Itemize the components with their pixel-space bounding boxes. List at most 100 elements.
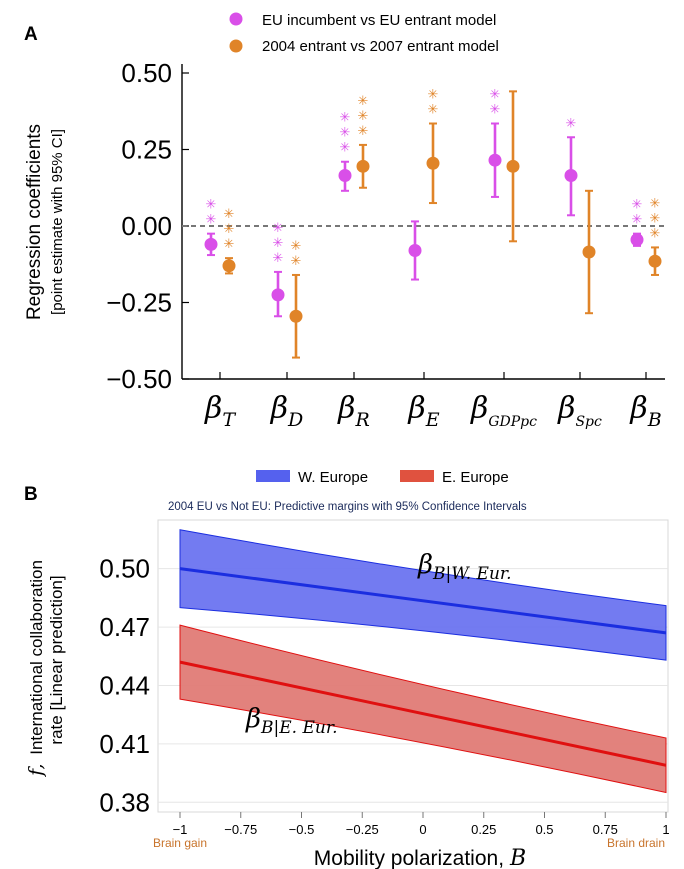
panel-b-ytick-label: 0.44 <box>99 670 150 700</box>
panel-a-significance-star: ✳ <box>224 207 235 222</box>
panel-a-significance-star: ✳ <box>273 236 284 251</box>
panel-a-ylabel-line2: [point estimate with 95% CI] <box>49 129 66 315</box>
panel-a-xtick-subscript: D <box>287 409 303 431</box>
panel-b-ylabel-line2: rate [Linear prediction] <box>47 575 66 744</box>
panel-a-ytick-label: 0.25 <box>121 135 172 165</box>
panel-b: B W. Europe E. Europe 2004 EU vs Not EU:… <box>24 469 670 869</box>
panel-a-significance-star: ✳ <box>206 213 217 228</box>
panel-a-point-orange <box>506 90 520 243</box>
panel-a-xtick-subscript: Spc <box>575 414 602 430</box>
panel-b-subtitle: 2004 EU vs Not EU: Predictive margins wi… <box>168 501 527 513</box>
panel-b-ylabel-symbol: f, <box>25 764 47 778</box>
panel-a-legend: EU incumbent vs EU entrant model 2004 en… <box>229 12 499 55</box>
panel-a-xtick-subscript: E <box>425 409 440 431</box>
panel-a: A EU incumbent vs EU entrant model 2004 … <box>24 12 665 431</box>
panel-a-significance-star: ✳ <box>632 213 643 228</box>
panel-a-point-magenta: ✳✳ <box>630 198 644 247</box>
panel-a-significance-star: ✳ <box>650 211 661 226</box>
panel-a-significance-star: ✳ <box>428 87 439 102</box>
panel-b-xtick-label: −0.25 <box>346 822 379 837</box>
panel-a-point-estimate <box>488 153 502 167</box>
legend-label-w-europe: W. Europe <box>298 469 368 486</box>
panel-b-ytick-label: 0.41 <box>99 729 150 759</box>
panel-a-point-magenta <box>408 220 422 281</box>
panel-b-ytick-label: 0.50 <box>99 554 150 584</box>
legend-marker-eu-incumbent <box>229 12 243 26</box>
panel-b-xlabel: Mobility polarization, B <box>314 846 526 869</box>
panel-b-xtick-label: 1 <box>662 822 669 837</box>
panel-a-significance-star: ✳ <box>566 116 577 131</box>
panel-a-point-estimate <box>630 233 644 247</box>
panel-a-significance-star: ✳ <box>224 237 235 252</box>
panel-a-xtick-beta: β <box>204 391 222 426</box>
panel-b-xtick-label: 0 <box>419 822 426 837</box>
panel-b-annotation-subscript: B|W. Eur. <box>432 564 512 584</box>
panel-a-significance-star: ✳ <box>490 102 501 117</box>
panel-a-xtick-subscript: GDPpc <box>488 414 537 430</box>
panel-a-ytick-label: 0.50 <box>121 58 172 88</box>
panel-a-significance-star: ✳ <box>428 102 439 117</box>
panel-b-ci-band-blue <box>179 529 667 661</box>
panel-a-xtick-beta: β <box>629 391 647 426</box>
panel-a-ytick-label: −0.25 <box>106 288 172 318</box>
panel-a-ytick-label: −0.50 <box>106 364 172 394</box>
panel-b-ytick-label: 0.38 <box>99 787 150 817</box>
panel-a-point-orange: ✳✳✳ <box>356 94 370 189</box>
panel-a-point-estimate <box>506 159 520 173</box>
panel-a-significance-star: ✳ <box>340 126 351 141</box>
panel-a-xtick-beta: β <box>407 391 425 426</box>
panel-a-xtick-subscript: B <box>647 409 662 431</box>
legend-label-eu-incumbent: EU incumbent vs EU entrant model <box>262 12 496 29</box>
panel-a-point-estimate <box>271 288 285 302</box>
panel-b-xtick-label: −1 <box>173 822 188 837</box>
panel-b-ylabel-text1: International collaboration <box>27 560 46 755</box>
panel-b-letter: B <box>24 484 38 505</box>
panel-b-xlabel-symbol: B <box>509 846 526 869</box>
panel-a-significance-star: ✳ <box>340 141 351 156</box>
panel-a-significance-star: ✳ <box>632 198 643 213</box>
panel-a-xtick-label: βSpc <box>557 391 602 430</box>
panel-a-point-orange: ✳✳ <box>426 87 440 205</box>
panel-b-legend: W. Europe E. Europe <box>256 469 509 486</box>
panel-a-significance-star: ✳ <box>358 109 369 124</box>
panel-b-ci-band-red <box>179 624 667 794</box>
panel-b-xtick-label: 0.5 <box>535 822 553 837</box>
panel-a-point-orange: ✳✳✳ <box>648 196 662 276</box>
panel-a-point-estimate <box>582 245 596 259</box>
panel-b-prediction-line-blue <box>179 567 667 635</box>
legend-marker-2004-entrant <box>229 39 243 53</box>
panel-a-xtick-beta: β <box>557 391 575 426</box>
legend-label-e-europe: E. Europe <box>442 469 509 486</box>
panel-a-letter: A <box>24 24 38 45</box>
panel-a-point-magenta: ✳ <box>564 116 578 217</box>
panel-a-point-estimate <box>338 169 352 183</box>
brain-drain-label: Brain drain <box>607 836 665 850</box>
panel-a-significance-star: ✳ <box>273 221 284 236</box>
panel-a-point-orange <box>582 189 596 315</box>
panel-a-xtick-beta: β <box>470 391 488 426</box>
panel-b-xtick-label: −0.75 <box>224 822 257 837</box>
panel-a-point-estimate <box>356 159 370 173</box>
panel-a-significance-star: ✳ <box>340 111 351 126</box>
panel-a-point-orange: ✳✳ <box>289 239 303 359</box>
panel-b-annotation-beta: β <box>417 550 433 580</box>
panel-a-xtick-label: βT <box>204 391 236 431</box>
panel-a-point-estimate <box>289 309 303 323</box>
legend-label-2004-entrant: 2004 entrant vs 2007 entrant model <box>262 38 499 55</box>
panel-a-xtick-label: βR <box>337 391 370 431</box>
panel-b-ylabel-line1: f, International collaboration <box>25 560 47 778</box>
panel-a-significance-star: ✳ <box>224 222 235 237</box>
panel-a-ytick-label: 0.00 <box>121 211 172 241</box>
panel-b-xtick-label: −0.5 <box>289 822 315 837</box>
panel-a-xtick-label: βB <box>629 391 661 431</box>
panel-a-xtick-label: βE <box>407 391 439 431</box>
panel-b-annotation-blue: βB|W. Eur. <box>417 550 512 584</box>
brain-gain-label: Brain gain <box>153 836 207 850</box>
panel-a-xtick-beta: β <box>270 391 288 426</box>
panel-a-point-estimate <box>408 243 422 257</box>
panel-a-xtick-subscript: T <box>222 409 236 431</box>
panel-a-significance-star: ✳ <box>291 254 302 269</box>
legend-swatch-w-europe <box>256 470 290 482</box>
panel-b-xlabel-text: Mobility polarization, <box>314 847 504 869</box>
panel-a-significance-star: ✳ <box>358 94 369 109</box>
